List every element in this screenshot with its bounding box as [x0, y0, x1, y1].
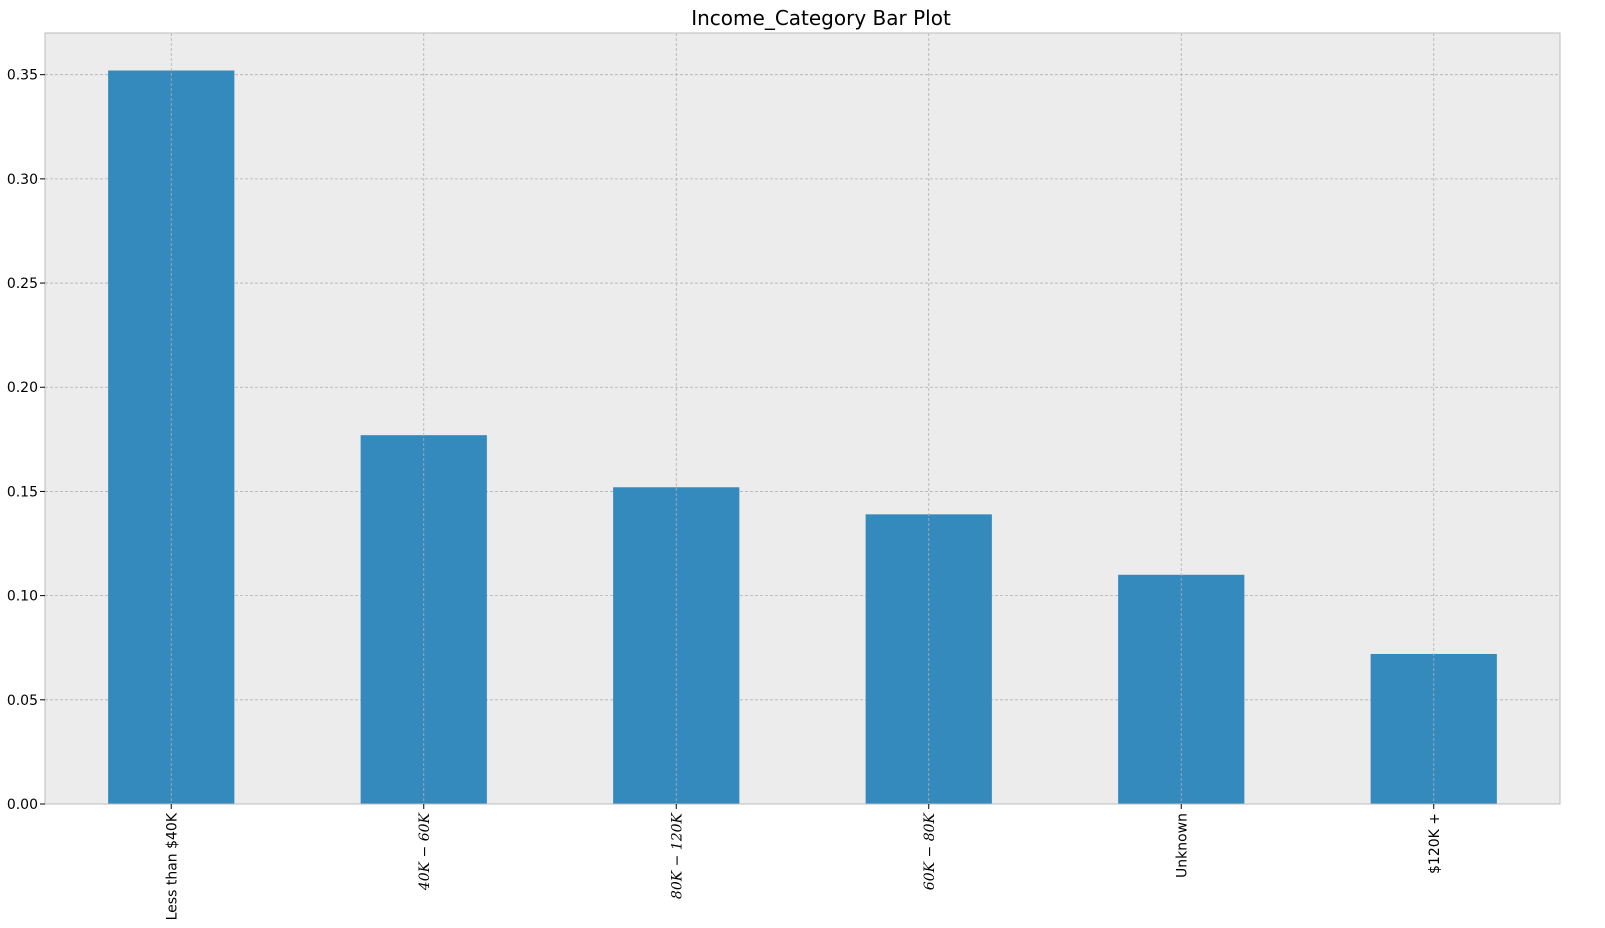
y-tick-label: 0.15 — [7, 484, 38, 500]
y-tick-label: 0.10 — [7, 589, 38, 605]
x-tick-label: 60K − 80K — [922, 811, 938, 890]
plot-frame — [44, 32, 1561, 805]
x-tick-label: Unknown — [1174, 813, 1190, 878]
y-tick-label: 0.35 — [7, 68, 38, 84]
vertical-grid-layer — [170, 33, 1435, 804]
x-tick-label: 40K − 60K — [417, 811, 433, 891]
x-axis: Less than $40K 40K − 60K 80K − 120K 60K − 8… — [164, 804, 1443, 920]
x-tick-label: $120K + — [1427, 813, 1443, 874]
y-tick-label: 0.25 — [7, 276, 38, 292]
y-tick-label: 0.20 — [7, 380, 38, 396]
x-tick-label: Less than $40K — [164, 812, 180, 920]
plot-area — [45, 33, 1560, 804]
y-axis: 0.00 0.05 0.10 0.15 0.20 0.25 0.30 0.35 — [7, 68, 45, 813]
y-tick-label: 0.30 — [7, 172, 38, 188]
y-tick-label: 0.00 — [7, 797, 38, 813]
grid-layer — [45, 74, 1560, 805]
x-tick-label: 80K − 120K — [669, 811, 685, 899]
bar — [108, 70, 235, 804]
chart-title: Income_Category Bar Plot — [691, 6, 951, 30]
y-tick-label: 0.05 — [7, 693, 38, 709]
